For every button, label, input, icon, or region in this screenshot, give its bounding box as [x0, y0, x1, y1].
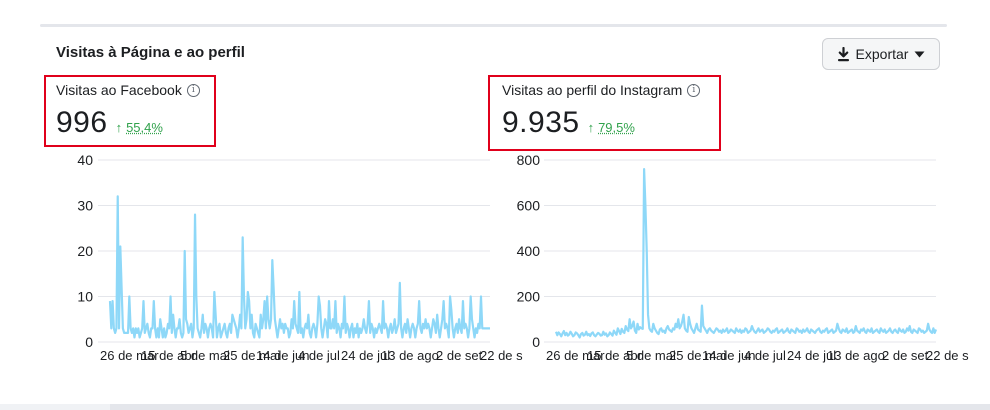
x-tick-label: 15 de abr [141, 348, 197, 363]
section-divider [40, 24, 947, 27]
y-tick-label: 40 [77, 152, 93, 168]
facebook-change-percent: 55,4% [126, 120, 163, 135]
scrollbar-track[interactable] [0, 404, 990, 410]
series-line [108, 195, 490, 339]
x-tick-label: 22 de s [480, 348, 523, 363]
y-tick-label: 800 [517, 152, 541, 168]
instagram-metric-value: 9.935 [502, 106, 580, 139]
x-tick-label: 13 de ago [381, 348, 439, 363]
facebook-metric-label: Visitas ao Facebook [56, 82, 182, 98]
instagram-metric-label: Visitas ao perfil do Instagram [502, 82, 683, 98]
export-button[interactable]: Exportar [822, 38, 940, 70]
x-tick-label: 22 de s [926, 348, 969, 363]
facebook-metric-highlight [44, 75, 216, 147]
y-tick-label: 20 [77, 243, 93, 259]
download-icon [837, 46, 850, 62]
x-tick-label: 25 de mai [669, 348, 726, 363]
x-tick-label: 2 de set [436, 348, 483, 363]
info-icon[interactable]: i [687, 83, 701, 97]
instagram-trend: ↑ 79,5% [588, 120, 635, 135]
caret-down-icon [914, 51, 925, 58]
x-tick-label: 26 de mar [100, 348, 159, 363]
x-tick-label: 4 de jul [298, 348, 340, 363]
x-tick-label: 13 de ago [827, 348, 885, 363]
scrollbar-thumb[interactable] [110, 404, 990, 410]
x-tick-label: 14 de jun [256, 348, 310, 363]
facebook-metric-value: 996 [56, 106, 108, 139]
x-tick-label: 24 de jul [341, 348, 390, 363]
x-tick-label: 5 de mai [626, 348, 676, 363]
x-tick-label: 26 de mar [546, 348, 605, 363]
y-tick-label: 30 [77, 198, 93, 214]
y-tick-label: 400 [517, 243, 541, 259]
section-title: Visitas à Página e ao perfil [56, 44, 245, 61]
y-tick-label: 200 [517, 289, 541, 305]
x-tick-label: 5 de mai [180, 348, 230, 363]
x-tick-label: 25 de mai [223, 348, 280, 363]
x-tick-label: 2 de set [882, 348, 929, 363]
instagram-change-percent: 79,5% [598, 120, 635, 135]
facebook-metric: Visitas ao Facebook i 996 ↑ 55,4% [56, 82, 200, 140]
y-tick-label: 10 [77, 289, 93, 305]
instagram-metric-highlight [488, 75, 721, 151]
instagram-metric: Visitas ao perfil do Instagram i 9.935 ↑… [502, 82, 701, 140]
y-tick-label: 0 [532, 334, 540, 350]
x-tick-label: 4 de jul [744, 348, 786, 363]
arrow-up-icon: ↑ [115, 120, 123, 135]
series-line [554, 168, 938, 339]
x-tick-label: 15 de abr [587, 348, 643, 363]
info-icon[interactable]: i [186, 83, 200, 97]
x-tick-label: 24 de jul [787, 348, 836, 363]
x-tick-label: 14 de jun [702, 348, 756, 363]
arrow-up-icon: ↑ [587, 120, 595, 135]
y-tick-label: 600 [517, 198, 541, 214]
export-button-label: Exportar [855, 46, 909, 62]
facebook-trend: ↑ 55,4% [116, 120, 163, 135]
y-tick-label: 0 [85, 334, 93, 350]
